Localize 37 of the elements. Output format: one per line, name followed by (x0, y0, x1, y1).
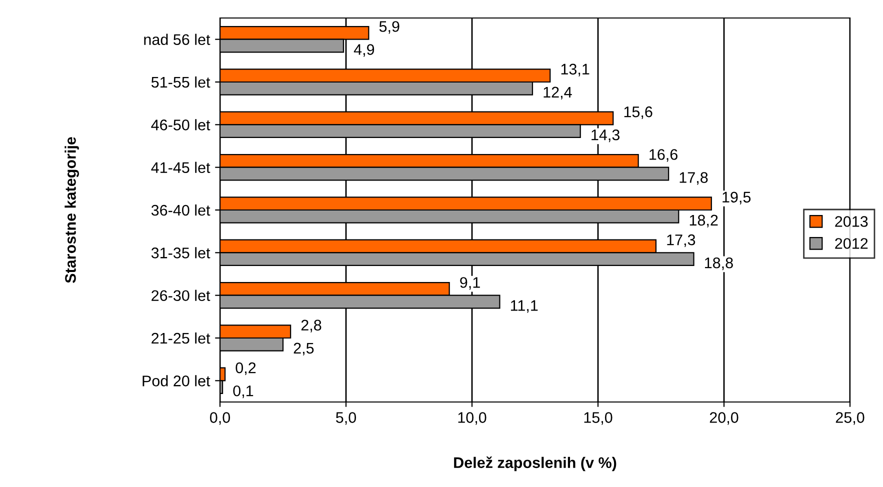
legend-label: 2013 (835, 216, 868, 227)
x-axis-title: Delež zaposlenih (v %) (454, 456, 616, 472)
y-tick-label: 46-50 let (151, 119, 210, 130)
y-tick-label: 31-35 let (151, 247, 210, 258)
data-label: 9,1 (460, 277, 480, 290)
y-tick-label: 26-30 let (152, 290, 210, 302)
data-label: 4,9 (354, 44, 374, 57)
y-axis-title: Starostne kategorije (64, 137, 79, 283)
data-label: 16,6 (650, 149, 678, 162)
data-label: 2,8 (301, 320, 322, 332)
y-tick-label: 36-40 let (151, 204, 210, 216)
data-label: 17,8 (680, 172, 708, 185)
legend-label: 2012 (835, 238, 868, 249)
x-tick-label: 0,0 (210, 412, 230, 425)
data-label: 19,5 (722, 192, 751, 204)
data-label: 0,1 (233, 385, 254, 398)
x-tick-label: 10,0 (458, 412, 486, 425)
y-tick-label: 51-55 let (151, 76, 210, 88)
x-tick-label: 15,0 (584, 412, 612, 425)
data-label: 5,9 (379, 21, 400, 34)
data-label: 15,6 (624, 106, 652, 120)
data-label: 18,8 (705, 257, 733, 270)
x-tick-label: 25,0 (836, 412, 864, 425)
data-label: 14,3 (592, 129, 620, 142)
y-tick-label: 41-45 let (151, 162, 210, 174)
data-label: 0,2 (236, 362, 256, 376)
x-tick-label: 5,0 (336, 412, 356, 425)
data-label: 18,2 (690, 214, 718, 228)
data-label: 12,4 (544, 86, 572, 100)
data-label: 11,1 (510, 300, 538, 313)
y-tick-label: nad 56 let (144, 34, 210, 46)
data-label: 2,5 (294, 342, 314, 356)
x-tick-label: 20,0 (710, 412, 738, 425)
data-label: 13,1 (561, 64, 590, 76)
y-tick-label: Pod 20 let (142, 375, 210, 386)
data-label: 17,3 (667, 234, 696, 248)
y-tick-label: 21-25 let (152, 332, 210, 344)
